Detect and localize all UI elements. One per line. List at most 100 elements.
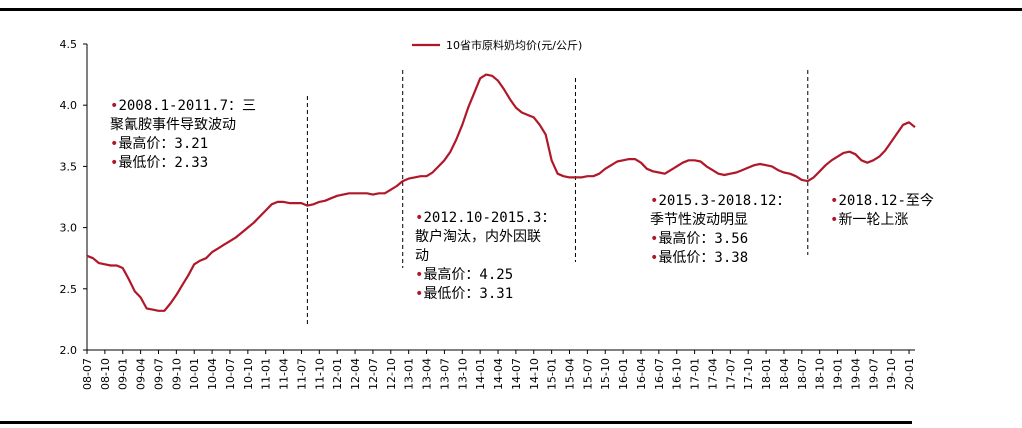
y-tick-label: 4.0	[60, 99, 78, 112]
legend-label: 10省市原料奶均价(元/公斤)	[446, 38, 582, 52]
annotation-line: 动	[415, 248, 429, 264]
legend-layer: 10省市原料奶均价(元/公斤)	[412, 38, 582, 52]
x-tick-label: 11-04	[278, 358, 291, 390]
annotation-line: •最高价：4.25	[415, 266, 513, 283]
x-tick-label: 12-01	[331, 358, 344, 390]
x-tick-label: 18-01	[760, 358, 773, 390]
annotation-bullet: •	[830, 193, 838, 209]
annotation-line: •最低价：3.38	[650, 250, 748, 266]
x-tick-label: 12-10	[385, 358, 398, 390]
x-tick-label: 18-07	[796, 358, 809, 390]
x-tick-label: 17-01	[689, 358, 702, 390]
x-tick-label: 11-10	[313, 358, 326, 390]
top-rule	[0, 8, 1022, 11]
annotation-bullet: •	[415, 210, 423, 226]
y-tick-label: 4.5	[60, 38, 78, 51]
x-tick-label: 14-01	[474, 358, 487, 390]
x-tick-label: 15-04	[564, 358, 577, 390]
x-tick-label: 18-10	[814, 358, 827, 390]
x-tick-label: 13-04	[421, 358, 434, 390]
x-tick-label: 19-04	[849, 358, 862, 390]
x-tick-label: 10-10	[242, 358, 255, 390]
annotation-bullet: •	[650, 250, 658, 266]
x-tick-label: 08-07	[81, 358, 94, 390]
annotation-bullet: •	[830, 212, 838, 228]
annotation-text: 2018.12-至今	[838, 193, 933, 209]
x-tick-label: 12-04	[349, 358, 362, 390]
annotation-line: •最低价：3.31	[415, 286, 513, 302]
period-annotation: •2015.3-2018.12：季节性波动明显•最高价：3.56•最低价：3.3…	[650, 193, 790, 266]
x-tick-label: 11-07	[295, 358, 308, 390]
y-tick-label: 2.0	[60, 344, 78, 357]
annotation-text: 最低价：3.38	[658, 250, 748, 266]
annotation-text: 最低价：2.33	[118, 155, 208, 171]
x-tick-label: 18-04	[778, 358, 791, 390]
x-tick-label: 08-10	[99, 358, 112, 390]
annotation-text: 最高价：4.25	[423, 266, 513, 283]
x-tick-label: 10-04	[206, 358, 219, 390]
y-tick-label: 3.0	[60, 222, 78, 235]
annotation-bullet: •	[415, 286, 423, 302]
x-tick-label: 09-10	[170, 358, 183, 390]
x-tick-label: 13-10	[456, 358, 469, 390]
bottom-rule	[0, 421, 912, 424]
y-tick-label: 3.5	[60, 160, 78, 173]
x-tick-label: 09-07	[152, 358, 165, 390]
annotation-line: 季节性波动明显	[650, 212, 748, 228]
x-tick-label: 15-07	[581, 358, 594, 390]
x-tick-label: 14-07	[510, 358, 523, 390]
divider-layer	[306, 70, 809, 325]
annotation-text: 新一轮上涨	[838, 212, 908, 228]
x-tick-label: 19-10	[885, 358, 898, 390]
x-tick-label: 19-07	[867, 358, 880, 390]
annotation-bullet: •	[110, 136, 118, 152]
price-series-line	[86, 73, 916, 312]
y-tick-label: 2.5	[60, 283, 78, 296]
x-tick-label: 10-01	[188, 358, 201, 390]
x-tick-label: 09-04	[135, 358, 148, 390]
annotation-line: •新一轮上涨	[830, 212, 908, 228]
annotation-bullet: •	[415, 267, 423, 283]
annotation-line: 散户淘汰，内外因联	[415, 228, 541, 245]
period-annotation: •2012.10-2015.3：散户淘汰，内外因联动•最高价：4.25•最低价：…	[415, 210, 555, 302]
x-tick-label: 16-04	[635, 358, 648, 390]
annotation-line: •最低价：2.33	[110, 155, 208, 171]
x-tick-label: 13-07	[438, 358, 451, 390]
x-tick-label: 14-04	[492, 358, 505, 390]
x-tick-label: 19-01	[832, 358, 845, 390]
x-tick-label: 16-10	[671, 358, 684, 390]
x-tick-label: 20-01	[903, 358, 916, 390]
annotation-bullet: •	[110, 155, 118, 171]
axes-layer: 2.0 2.5 3.0 3.5 4.0 4.5 08-07 08-10 09-01 09-04 09…	[60, 38, 917, 390]
annotation-bullet: •	[650, 193, 658, 209]
annotation-bullet: •	[110, 98, 118, 114]
x-tick-label: 17-07	[724, 358, 737, 390]
period-annotation: •2008.1-2011.7：三聚氰胺事件导致波动•最高价：3.21•最低价：2…	[110, 98, 256, 171]
x-tick-label: 17-04	[706, 358, 719, 390]
x-tick-label: 13-01	[403, 358, 416, 390]
annotation-text: 最高价：3.21	[118, 135, 208, 152]
annotation-line: 聚氰胺事件导致波动	[110, 117, 236, 133]
x-tick-label: 16-07	[653, 358, 666, 390]
x-tick-label: 11-01	[260, 358, 273, 390]
annotation-line: •2012.10-2015.3：	[415, 210, 555, 226]
annotation-text: 最高价：3.56	[658, 230, 748, 247]
x-tick-label: 10-07	[224, 358, 237, 390]
x-tick-label: 14-10	[528, 358, 541, 390]
annotation-text: 2015.3-2018.12：	[658, 193, 790, 209]
annotation-text: 最低价：3.31	[423, 286, 513, 302]
period-annotation: •2018.12-至今•新一轮上涨	[830, 193, 934, 228]
x-tick-label: 16-01	[617, 358, 630, 390]
x-tick-label: 09-01	[117, 358, 130, 390]
annotation-line: •2008.1-2011.7：三	[110, 98, 256, 114]
x-tick-label: 12-07	[367, 358, 380, 390]
x-tick-label: 17-10	[742, 358, 755, 390]
series-layer	[86, 73, 916, 312]
annotation-line: •最高价：3.56	[650, 230, 748, 247]
annotation-text: 2008.1-2011.7：三	[118, 98, 256, 114]
annotation-bullet: •	[650, 231, 658, 247]
annotation-line: •2018.12-至今	[830, 193, 934, 209]
annotation-line: •最高价：3.21	[110, 135, 208, 152]
